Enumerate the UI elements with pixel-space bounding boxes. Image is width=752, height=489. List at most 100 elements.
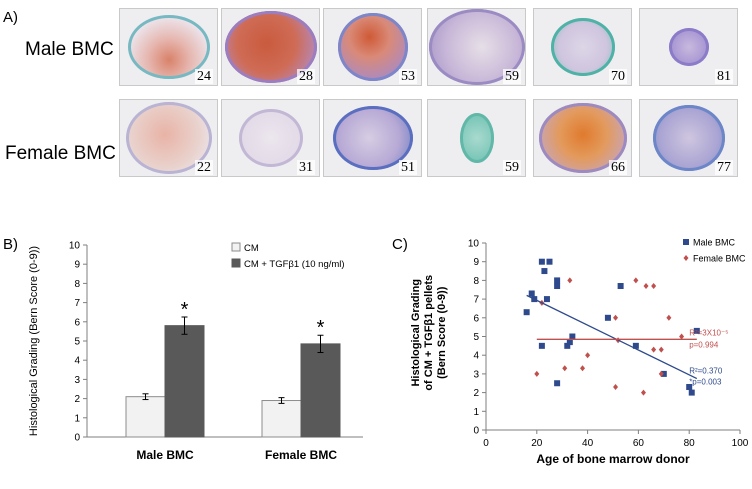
y-tick-label: 9 <box>473 257 479 268</box>
male-p-annotation: *p=0.003 <box>689 378 722 387</box>
male-data-point <box>632 342 639 349</box>
pellet-histology-image <box>127 15 210 79</box>
x-tick-label: 40 <box>582 438 594 449</box>
legend-swatch <box>231 242 241 252</box>
row-label-male: Male BMC <box>25 39 114 60</box>
male-data-point <box>543 296 550 303</box>
y-tick-label: 10 <box>69 241 81 252</box>
y-axis-title: Histological Grading (Bern Score (0-9)) <box>28 246 40 436</box>
y-tick-label: 7 <box>74 298 80 309</box>
pellet-image-tile: 51 <box>323 99 422 177</box>
y-tick-label: 6 <box>74 317 80 328</box>
female-data-point <box>666 314 672 321</box>
donor-age-label: 70 <box>609 69 627 84</box>
male-r2-annotation: R²=0.370 <box>689 367 723 376</box>
donor-age-label: 66 <box>609 160 627 175</box>
male-data-point <box>660 370 667 377</box>
pellet-histology-image <box>238 109 303 167</box>
legend-marker-diamond <box>683 255 689 261</box>
pellet-histology-image <box>652 105 725 171</box>
y-tick-label: 0 <box>473 426 479 437</box>
donor-age-label: 31 <box>297 160 315 175</box>
row-label-female: Female BMC <box>5 143 116 164</box>
male-data-point <box>554 283 561 290</box>
female-data-point <box>651 346 657 353</box>
y-tick-label: 8 <box>74 279 80 290</box>
female-data-point <box>658 346 664 353</box>
x-tick-label: 0 <box>483 438 489 449</box>
female-data-point <box>640 389 646 396</box>
y-tick-label: 7 <box>473 295 479 306</box>
male-data-point <box>554 380 561 387</box>
donor-age-label: 51 <box>399 160 417 175</box>
bar <box>300 343 341 438</box>
pellet-histology-image <box>332 106 413 170</box>
bar <box>261 400 302 438</box>
y-tick-label: 6 <box>473 313 479 324</box>
male-data-point <box>617 283 624 290</box>
female-data-point <box>613 383 619 390</box>
y-axis-title-line: (Bern Score (0-9)) <box>436 286 448 379</box>
legend-label: Female BMC <box>693 254 746 264</box>
y-tick-label: 2 <box>473 388 479 399</box>
pellet-image-tile: 24 <box>119 8 218 86</box>
male-data-point <box>604 314 611 321</box>
male-data-point <box>546 258 553 265</box>
female-data-point <box>633 277 639 284</box>
male-data-point <box>566 339 573 346</box>
male-data-point <box>538 258 545 265</box>
male-data-point <box>523 309 530 316</box>
donor-age-label: 53 <box>399 69 417 84</box>
donor-age-label: 22 <box>195 160 213 175</box>
male-data-point <box>688 389 695 396</box>
x-tick-label: 100 <box>732 438 749 449</box>
donor-age-label: 81 <box>715 69 733 84</box>
pellet-histology-image <box>550 18 615 76</box>
male-data-point <box>541 268 548 275</box>
y-tick-label: 1 <box>473 407 479 418</box>
bar <box>125 396 166 438</box>
bar <box>164 325 205 438</box>
male-data-point <box>528 290 535 297</box>
y-tick-label: 5 <box>473 332 479 343</box>
x-category-label: Male BMC <box>136 448 194 462</box>
pellet-image-tile: 22 <box>119 99 218 177</box>
panel-a-label: A) <box>3 9 18 26</box>
y-tick-label: 5 <box>74 337 80 348</box>
x-category-label: Female BMC <box>265 448 337 462</box>
pellet-histology-image <box>459 113 494 163</box>
male-data-point <box>538 342 545 349</box>
y-tick-label: 4 <box>473 351 479 362</box>
y-tick-label: 9 <box>74 260 80 271</box>
y-tick-label: 1 <box>74 413 80 424</box>
pellet-image-tile: 59 <box>427 99 526 177</box>
trendline <box>526 294 698 380</box>
pellet-image-tile: 31 <box>221 99 320 177</box>
female-data-point <box>585 352 591 359</box>
y-tick-label: 3 <box>74 375 80 386</box>
female-data-point <box>613 314 619 321</box>
female-data-point <box>567 277 573 284</box>
legend-label: CM <box>244 243 259 254</box>
significance-marker: * <box>181 299 189 321</box>
pellet-image-tile: 70 <box>533 8 632 86</box>
y-tick-label: 8 <box>473 276 479 287</box>
donor-age-label: 28 <box>297 69 315 84</box>
panel-c-label: C) <box>392 236 408 253</box>
bar-chart: 0 1 2 3 4 5 6 7 8 9 10 Histological Grading (Bern S… <box>28 241 363 462</box>
female-r2-annotation: R²=3X10⁻⁵ <box>689 328 728 337</box>
pellet-image-tile: 28 <box>221 8 320 86</box>
female-data-point <box>534 370 540 377</box>
male-data-point <box>554 277 561 284</box>
legend-label: CM + TGFβ1 (10 ng/ml) <box>244 259 345 270</box>
pellet-image-tile: 77 <box>639 99 738 177</box>
x-tick-label: 20 <box>531 438 543 449</box>
pellet-histology-image <box>668 28 709 66</box>
y-tick-label: 2 <box>74 394 80 405</box>
female-data-point <box>658 370 664 377</box>
x-tick-label: 80 <box>684 438 696 449</box>
male-data-point <box>693 327 700 334</box>
y-tick-label: 10 <box>468 239 480 250</box>
pellet-histology-image <box>337 13 408 81</box>
panel-b-label: B) <box>3 236 18 253</box>
